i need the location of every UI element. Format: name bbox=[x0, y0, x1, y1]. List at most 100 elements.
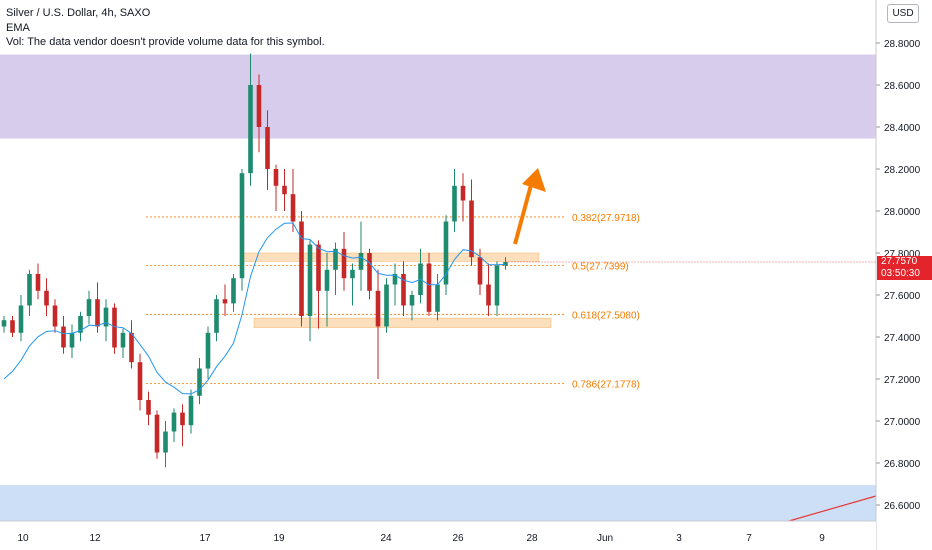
candle bbox=[86, 290, 92, 325]
candle-body bbox=[44, 290, 49, 306]
x-axis[interactable]: 10 12 17 19 24 26 28 Jun 3 7 9 bbox=[0, 520, 876, 550]
candle bbox=[231, 274, 236, 312]
candle bbox=[69, 324, 75, 358]
candle-body bbox=[69, 332, 75, 348]
candle-body bbox=[358, 253, 364, 270]
candle-body bbox=[265, 127, 270, 169]
candle-body bbox=[18, 305, 24, 333]
candle-body bbox=[35, 274, 41, 291]
x-tick-label: 7 bbox=[746, 533, 752, 544]
candle-body bbox=[392, 274, 398, 285]
y-tick-label: 26.6000 bbox=[884, 501, 921, 512]
candle-body bbox=[10, 320, 15, 333]
candle-body bbox=[239, 173, 245, 279]
candle bbox=[180, 404, 185, 447]
candle bbox=[290, 169, 296, 232]
candle-body bbox=[316, 244, 321, 291]
candle-body bbox=[214, 299, 219, 333]
zones-layer bbox=[0, 54, 876, 526]
candle bbox=[248, 53, 253, 186]
candle bbox=[307, 240, 313, 342]
candle-body bbox=[401, 274, 406, 306]
candle-body bbox=[460, 185, 466, 201]
candle-body bbox=[341, 248, 347, 279]
y-tick-label: 27.4000 bbox=[884, 333, 921, 344]
candles-layer bbox=[1, 53, 508, 468]
candle bbox=[129, 320, 134, 369]
candle bbox=[452, 169, 457, 232]
candle-body bbox=[86, 299, 92, 316]
bar-countdown: 03:50:30 bbox=[881, 268, 920, 279]
candle bbox=[341, 232, 347, 291]
candle-body bbox=[452, 185, 457, 222]
candle-body bbox=[384, 284, 389, 327]
fib-label: 0.5(27.7399) bbox=[572, 262, 629, 273]
chart-legend: Silver / U.S. Dollar, 4h, SAXO EMA Vol: … bbox=[6, 6, 325, 50]
candle-body bbox=[163, 431, 168, 453]
candle bbox=[163, 421, 168, 468]
currency-button[interactable]: USD bbox=[887, 4, 919, 23]
current-price-value: 27.7570 bbox=[881, 256, 918, 267]
candle bbox=[95, 282, 100, 333]
candle-body bbox=[435, 284, 440, 312]
x-tick-label: 12 bbox=[89, 533, 101, 544]
candle bbox=[358, 221, 364, 291]
candle-body bbox=[231, 278, 236, 304]
fib-label: 0.786(27.1778) bbox=[572, 380, 640, 391]
candle bbox=[299, 211, 304, 327]
y-tick-label: 27.6000 bbox=[884, 291, 921, 302]
candle-body bbox=[180, 412, 185, 426]
candle bbox=[375, 269, 381, 379]
candle bbox=[1, 316, 7, 333]
candle-body bbox=[282, 185, 287, 195]
sr-bands-layer bbox=[240, 252, 552, 328]
candle-body bbox=[248, 85, 253, 174]
candle bbox=[392, 263, 398, 306]
x-axis-background bbox=[0, 521, 876, 550]
candle bbox=[333, 242, 338, 295]
candle-body bbox=[486, 284, 491, 306]
candle-body bbox=[146, 400, 151, 415]
candle bbox=[503, 257, 508, 270]
candle bbox=[384, 278, 389, 333]
candle-body bbox=[112, 307, 117, 348]
candle-body bbox=[426, 263, 432, 312]
y-tick-label: 28.2000 bbox=[884, 165, 921, 176]
candle-body bbox=[1, 320, 7, 327]
candle bbox=[171, 408, 177, 442]
candle-body bbox=[299, 221, 304, 316]
candle-body bbox=[367, 253, 372, 291]
candle bbox=[486, 263, 491, 316]
indicator-label[interactable]: EMA bbox=[6, 21, 30, 34]
candle bbox=[78, 311, 83, 342]
candle bbox=[146, 391, 151, 426]
candle-body bbox=[290, 194, 296, 222]
x-tick-label: 26 bbox=[452, 533, 464, 544]
candle bbox=[52, 299, 58, 333]
candle-body bbox=[350, 269, 355, 279]
candle bbox=[27, 269, 32, 316]
candle bbox=[112, 303, 117, 354]
symbol-title[interactable]: Silver / U.S. Dollar, 4h, SAXO bbox=[6, 7, 151, 19]
up-arrow bbox=[513, 168, 546, 245]
candle-body bbox=[273, 169, 279, 186]
x-tick-label: 9 bbox=[819, 533, 825, 544]
x-tick-label: 3 bbox=[676, 533, 682, 544]
y-tick-label: 27.2000 bbox=[884, 375, 921, 386]
x-tick-label: 17 bbox=[199, 533, 211, 544]
candle-body bbox=[27, 274, 32, 306]
y-tick-label: 28.4000 bbox=[884, 123, 921, 134]
candle-body bbox=[188, 395, 194, 426]
candle bbox=[205, 326, 211, 379]
ema-line bbox=[3, 222, 506, 395]
candle-body bbox=[256, 85, 262, 127]
candle-body bbox=[120, 332, 126, 348]
candle-body bbox=[503, 262, 508, 266]
volume-note: Vol: The data vendor doesn't provide vol… bbox=[6, 36, 325, 48]
candle bbox=[10, 316, 15, 337]
candle bbox=[137, 353, 143, 411]
x-tick-label: 10 bbox=[17, 533, 29, 544]
y-tick-label: 26.8000 bbox=[884, 459, 921, 470]
candle bbox=[239, 169, 245, 291]
